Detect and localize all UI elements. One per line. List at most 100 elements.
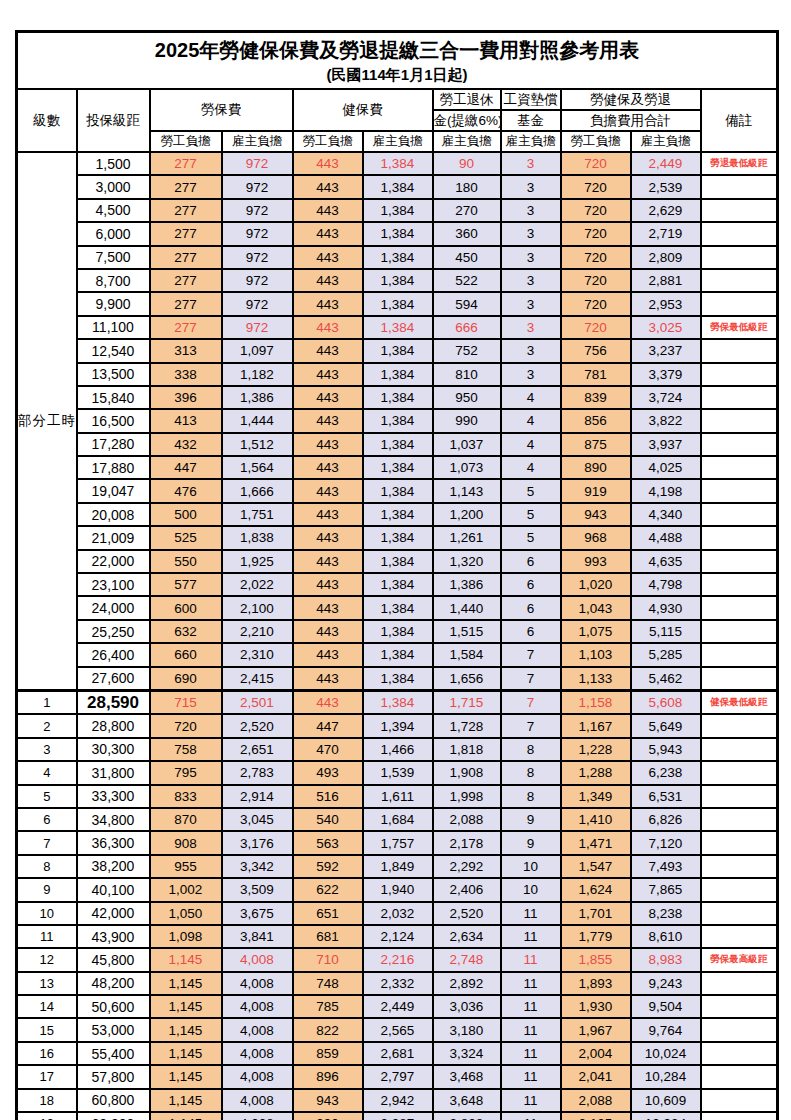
value-cell: 3,237 xyxy=(631,339,701,362)
value-cell: 690 xyxy=(150,667,222,691)
value-cell: 2,501 xyxy=(222,690,293,714)
value-cell: 443 xyxy=(293,479,363,502)
page-title: 2025年勞健保保費及勞退提繳三合一費用對照參考用表 xyxy=(18,36,776,64)
value-cell: 443 xyxy=(293,339,363,362)
value-cell: 1,666 xyxy=(222,479,293,502)
value-cell: 5 xyxy=(501,479,561,502)
level-cell: 11 xyxy=(17,925,77,948)
value-cell: 1,384 xyxy=(363,409,433,432)
value-cell: 11 xyxy=(501,925,561,948)
level-cell: 6 xyxy=(17,808,77,831)
value-cell: 3,342 xyxy=(222,855,293,878)
value-cell: 1,384 xyxy=(363,269,433,292)
value-cell: 2,124 xyxy=(363,925,433,948)
value-cell: 6 xyxy=(501,573,561,596)
note-cell xyxy=(701,573,778,596)
level-cell: 1 xyxy=(17,690,77,714)
value-cell: 2,210 xyxy=(222,620,293,643)
value-cell: 443 xyxy=(293,246,363,269)
note-cell xyxy=(701,995,778,1018)
table-row: 1757,8001,1454,0088962,7973,468112,04110… xyxy=(17,1065,778,1088)
value-cell: 1,050 xyxy=(150,902,222,925)
level-cell: 9 xyxy=(17,878,77,901)
value-cell: 577 xyxy=(150,573,222,596)
value-cell: 2,539 xyxy=(631,175,701,198)
value-cell: 972 xyxy=(222,292,293,315)
value-cell: 3,724 xyxy=(631,386,701,409)
table-row: 27,6006902,4154431,3841,65671,1335,462 xyxy=(17,667,778,691)
table-row: 431,8007952,7834931,5391,90881,2886,238 xyxy=(17,761,778,784)
value-cell: 3,324 xyxy=(433,1042,501,1065)
value-cell: 859 xyxy=(293,1042,363,1065)
value-cell: 1,384 xyxy=(363,620,433,643)
value-cell: 443 xyxy=(293,690,363,714)
value-cell: 277 xyxy=(150,246,222,269)
value-cell: 1,384 xyxy=(363,175,433,198)
value-cell: 2,651 xyxy=(222,738,293,761)
value-cell: 5,608 xyxy=(631,690,701,714)
value-cell: 2,914 xyxy=(222,785,293,808)
subheader-wage-fund-employer: 雇主負擔 xyxy=(501,131,561,152)
value-cell: 4 xyxy=(501,433,561,456)
bracket-cell: 20,008 xyxy=(77,503,150,526)
value-cell: 3,045 xyxy=(222,808,293,831)
subheader-total-employee: 勞工負擔 xyxy=(561,131,631,152)
table-row: 8,7002779724431,38452237202,881 xyxy=(17,269,778,292)
note-cell: 勞保最高級距 xyxy=(701,948,778,971)
value-cell: 4,025 xyxy=(631,456,701,479)
value-cell: 1,261 xyxy=(433,526,501,549)
value-cell: 8 xyxy=(501,738,561,761)
value-cell: 8 xyxy=(501,785,561,808)
value-cell: 1,020 xyxy=(561,573,631,596)
bracket-cell: 13,500 xyxy=(77,363,150,386)
value-cell: 277 xyxy=(150,222,222,245)
value-cell: 3 xyxy=(501,292,561,315)
bracket-cell: 43,900 xyxy=(77,925,150,948)
value-cell: 890 xyxy=(561,456,631,479)
value-cell: 943 xyxy=(293,1089,363,1112)
note-cell: 勞退最低級距 xyxy=(701,152,778,175)
value-cell: 525 xyxy=(150,526,222,549)
note-cell xyxy=(701,363,778,386)
value-cell: 720 xyxy=(561,175,631,198)
value-cell: 443 xyxy=(293,573,363,596)
level-cell: 10 xyxy=(17,902,77,925)
value-cell: 443 xyxy=(293,386,363,409)
table-row: 838,2009553,3425921,8492,292101,5477,493 xyxy=(17,855,778,878)
value-cell: 3,180 xyxy=(433,1018,501,1041)
value-cell: 1,384 xyxy=(363,339,433,362)
bracket-cell: 1,500 xyxy=(77,152,150,175)
title-cell: 2025年勞健保保費及勞退提繳三合一費用對照參考用表 (民國114年1月1日起) xyxy=(17,32,778,90)
title-row: 2025年勞健保保費及勞退提繳三合一費用對照參考用表 (民國114年1月1日起) xyxy=(17,32,778,90)
value-cell: 2,088 xyxy=(561,1089,631,1112)
value-cell: 758 xyxy=(150,738,222,761)
value-cell: 4,008 xyxy=(222,948,293,971)
table-row: 533,3008332,9145161,6111,99881,3496,531 xyxy=(17,785,778,808)
table-row: 1553,0001,1454,0088222,5653,180111,9679,… xyxy=(17,1018,778,1041)
bracket-cell: 26,400 xyxy=(77,643,150,666)
value-cell: 11 xyxy=(501,972,561,995)
value-cell: 7,865 xyxy=(631,878,701,901)
value-cell: 2,634 xyxy=(433,925,501,948)
value-cell: 1,656 xyxy=(433,667,501,691)
value-cell: 1,779 xyxy=(561,925,631,948)
header-bracket: 投保級距 xyxy=(77,89,150,152)
table-row: 19,0474761,6664431,3841,14359194,198 xyxy=(17,479,778,502)
value-cell: 781 xyxy=(561,363,631,386)
bracket-cell: 4,500 xyxy=(77,199,150,222)
header-pension-line2: 金(提繳6%) xyxy=(433,110,501,131)
note-cell xyxy=(701,175,778,198)
level-cell: 18 xyxy=(17,1089,77,1112)
bracket-cell: 25,250 xyxy=(77,620,150,643)
bracket-cell: 42,000 xyxy=(77,902,150,925)
note-cell xyxy=(701,902,778,925)
table-row: 16,5004131,4444431,38499048563,822 xyxy=(17,409,778,432)
value-cell: 5,649 xyxy=(631,714,701,737)
value-cell: 3,087 xyxy=(363,1112,433,1120)
value-cell: 4,798 xyxy=(631,573,701,596)
value-cell: 5,285 xyxy=(631,643,701,666)
value-cell: 9 xyxy=(501,831,561,854)
bracket-cell: 60,800 xyxy=(77,1089,150,1112)
value-cell: 681 xyxy=(293,925,363,948)
value-cell: 522 xyxy=(433,269,501,292)
